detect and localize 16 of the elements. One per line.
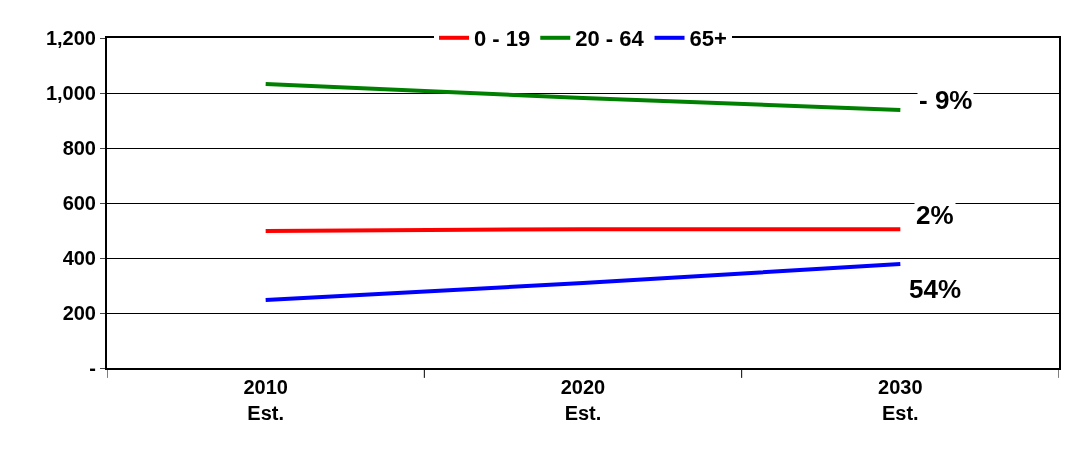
x-tick-label: 2010 Est. [243,376,288,424]
legend-label: 65+ [689,26,727,52]
y-tick-label: 1,000 [45,82,96,104]
annotation: - 9% [919,85,973,115]
x-tick-label: 2020 Est. [560,376,606,424]
y-tick-label: 1,200 [45,27,96,49]
x-tick-label: 2030 Est. [878,376,923,424]
legend-label: 20 - 64 [575,26,645,52]
annotation: 54% [909,274,962,304]
y-tick-label: 400 [62,247,96,269]
y-tick-label: 800 [62,137,96,159]
y-tick-label: 600 [62,192,96,214]
legend-label: 0 - 19 [474,26,531,52]
y-tick-label: 200 [62,302,96,324]
annotation: 2% [916,200,954,230]
y-tick-label: - [89,357,96,379]
